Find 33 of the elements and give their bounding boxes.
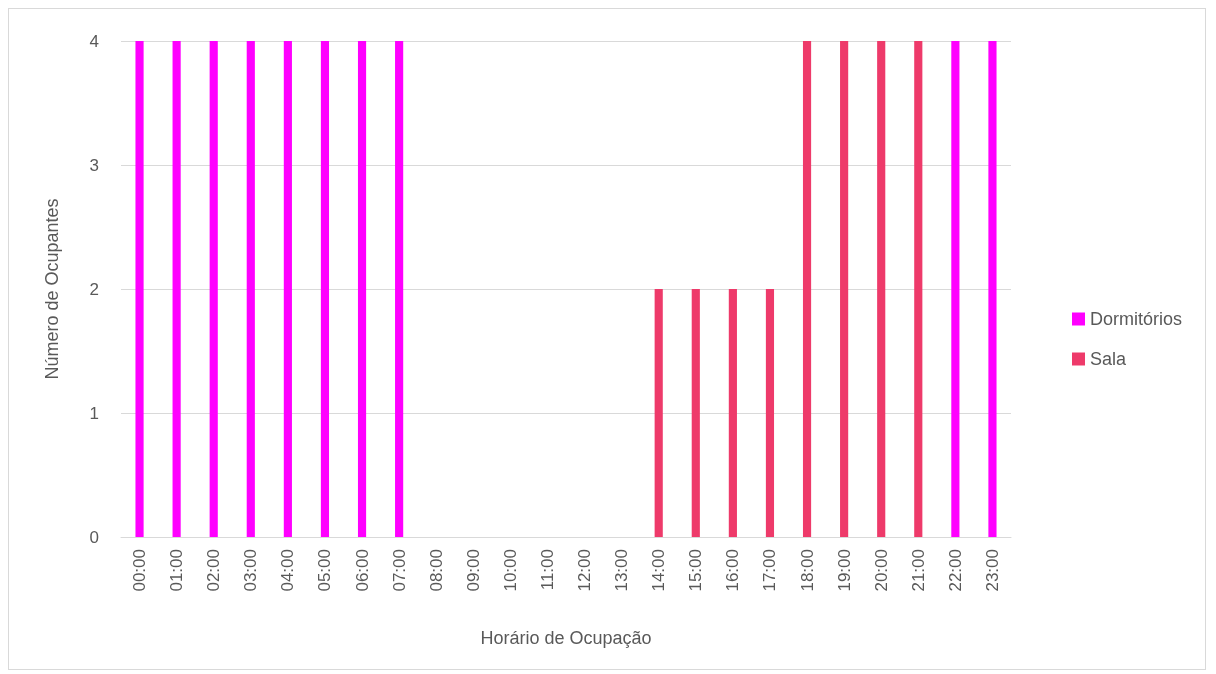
y-tick-label: 1 <box>89 403 99 423</box>
x-tick-label: 01:00 <box>167 549 187 592</box>
x-tick-label: 12:00 <box>575 549 595 592</box>
x-tick-label: 03:00 <box>241 549 261 592</box>
x-tick-label: 21:00 <box>908 549 928 592</box>
y-tick-label: 4 <box>89 31 99 51</box>
x-tick-label: 14:00 <box>649 549 669 592</box>
y-tick-label: 2 <box>89 279 99 299</box>
x-tick-label: 17:00 <box>760 549 780 592</box>
legend-label: Sala <box>1089 349 1127 369</box>
x-tick-label: 07:00 <box>389 549 409 592</box>
x-tick-label: 16:00 <box>723 549 743 592</box>
x-tick-label: 15:00 <box>686 549 706 592</box>
x-tick-label: 19:00 <box>834 549 854 592</box>
x-tick-label: 20:00 <box>871 549 891 592</box>
x-axis-title: Horário de Ocupação <box>480 628 652 648</box>
x-tick-label: 11:00 <box>537 549 557 591</box>
x-tick-label: 04:00 <box>278 549 298 592</box>
y-axis-title: Número de Ocupantes <box>42 198 62 380</box>
x-tick-label: 00:00 <box>130 549 150 592</box>
x-tick-label: 06:00 <box>352 549 372 592</box>
x-tick-label: 13:00 <box>612 549 632 592</box>
x-tick-label: 08:00 <box>426 549 446 592</box>
x-tick-label: 05:00 <box>315 549 335 592</box>
y-tick-label: 0 <box>89 527 99 547</box>
x-tick-label: 10:00 <box>500 549 520 592</box>
x-tick-label: 02:00 <box>204 549 224 592</box>
legend-label: Dormitórios <box>1089 309 1182 329</box>
x-tick-label: 22:00 <box>945 549 965 592</box>
x-tick-label: 18:00 <box>797 549 817 592</box>
x-tick-label: 23:00 <box>982 549 1002 592</box>
y-tick-label: 3 <box>89 155 99 175</box>
x-tick-label: 09:00 <box>463 549 483 592</box>
